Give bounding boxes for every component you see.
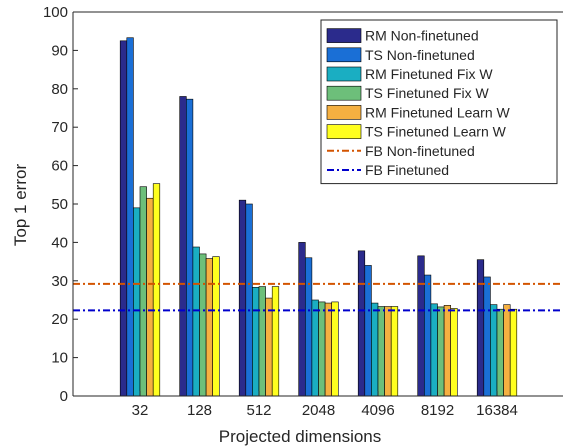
bar-2048-series-1	[304, 257, 313, 397]
legend-swatch-3	[326, 85, 362, 101]
bar-512-series-3	[258, 286, 266, 397]
legend-box	[320, 19, 558, 185]
x-tick-label-16384: 16384	[476, 402, 518, 419]
bar-4096-series-0	[357, 250, 366, 397]
y-tick-label: 60	[51, 158, 68, 175]
bar-128-series-5	[212, 256, 220, 397]
y-tick-label: 20	[51, 311, 68, 328]
bar-32-series-2	[133, 207, 141, 397]
bar-16384-series-5	[509, 308, 518, 397]
bar-128-series-1	[186, 98, 194, 397]
legend-label-2: RM Finetuned Fix W	[365, 66, 493, 82]
bar-16384-series-3	[496, 308, 504, 397]
bar-32-series-3	[139, 186, 147, 397]
legend-swatch-2	[326, 66, 362, 82]
legend-swatch-1	[326, 47, 362, 63]
legend: RM Non-finetuned TS Non-finetuned RM Finet…	[320, 19, 558, 185]
legend-swatch-0	[326, 28, 362, 43]
bar-16384-series-1	[483, 276, 491, 397]
legend-label-0: RM Non-finetuned	[365, 28, 479, 44]
legend-swatch-4	[326, 105, 362, 120]
bar-2048-series-0	[298, 242, 306, 397]
legend-swatch-5	[326, 124, 362, 139]
bar-2048-series-4	[324, 302, 333, 397]
reference-lines-group	[73, 282, 563, 312]
bar-128-series-0	[179, 96, 187, 397]
bar-8192-series-2	[430, 303, 438, 397]
bar-128-series-3	[199, 253, 207, 397]
bar-8192-series-1	[423, 274, 432, 397]
y-tick-label: 0	[60, 388, 68, 405]
bar-512-series-2	[252, 287, 260, 397]
bar-16384-series-2	[490, 304, 498, 397]
y-tick-label: 30	[51, 273, 68, 290]
bar-32-series-0	[119, 40, 128, 397]
bar-2048-series-2	[311, 299, 319, 397]
x-tick-label-2048: 2048	[302, 402, 335, 419]
bar-8192-series-0	[417, 255, 425, 397]
y-axis-label: Top 1 error	[11, 164, 30, 247]
bar-8192-series-4	[443, 305, 452, 397]
bar-8192-series-3	[437, 306, 445, 397]
bar-4096-series-2	[371, 302, 379, 397]
x-tick-label-8192: 8192	[421, 402, 454, 419]
x-tick-label-4096: 4096	[361, 402, 394, 419]
bar-128-series-4	[205, 258, 214, 397]
ticks-group: 0 10 20 30 40 50 60 70 80 90 100 32 128 512 2048 4096 81…	[43, 4, 518, 419]
y-tick-label: 10	[51, 350, 68, 367]
bar-8192-series-5	[450, 308, 458, 397]
bar-32-series-1	[126, 37, 134, 397]
y-tick-label: 50	[51, 196, 68, 213]
bar-16384-series-0	[476, 259, 485, 397]
y-tick-label: 40	[51, 234, 68, 251]
bar-16384-series-4	[503, 304, 511, 397]
x-tick-label-128: 128	[187, 402, 212, 419]
legend-label-3: TS Finetuned Fix W	[365, 85, 489, 101]
x-tick-label-32: 32	[132, 402, 149, 419]
bar-512-series-5	[271, 286, 280, 397]
y-tick-label: 90	[51, 42, 68, 59]
legend-label-1: TS Non-finetuned	[365, 47, 475, 63]
bar-2048-series-3	[318, 301, 326, 397]
bar-128-series-2	[192, 246, 200, 397]
x-axis-label: Projected dimensions	[219, 427, 382, 446]
bar-4096-series-1	[364, 265, 372, 397]
bar-512-series-0	[238, 199, 247, 397]
bar-32-series-4	[146, 197, 154, 397]
bar-4096-series-5	[390, 306, 399, 397]
legend-line-label-1: FB Finetuned	[365, 162, 449, 178]
bar-32-series-5	[152, 183, 161, 397]
bar-4096-series-4	[384, 306, 392, 397]
y-tick-label: 70	[51, 119, 68, 136]
bar-512-series-4	[265, 297, 273, 397]
legend-line-label-0: FB Non-finetuned	[365, 143, 475, 159]
y-tick-label: 80	[51, 81, 68, 98]
legend-label-5: TS Finetuned Learn W	[365, 124, 507, 140]
bar-512-series-1	[245, 203, 253, 397]
y-tick-label: 100	[43, 4, 68, 21]
bar-4096-series-3	[377, 306, 385, 397]
x-tick-label-512: 512	[246, 402, 271, 419]
bar-2048-series-5	[331, 301, 339, 397]
legend-label-4: RM Finetuned Learn W	[365, 104, 511, 120]
